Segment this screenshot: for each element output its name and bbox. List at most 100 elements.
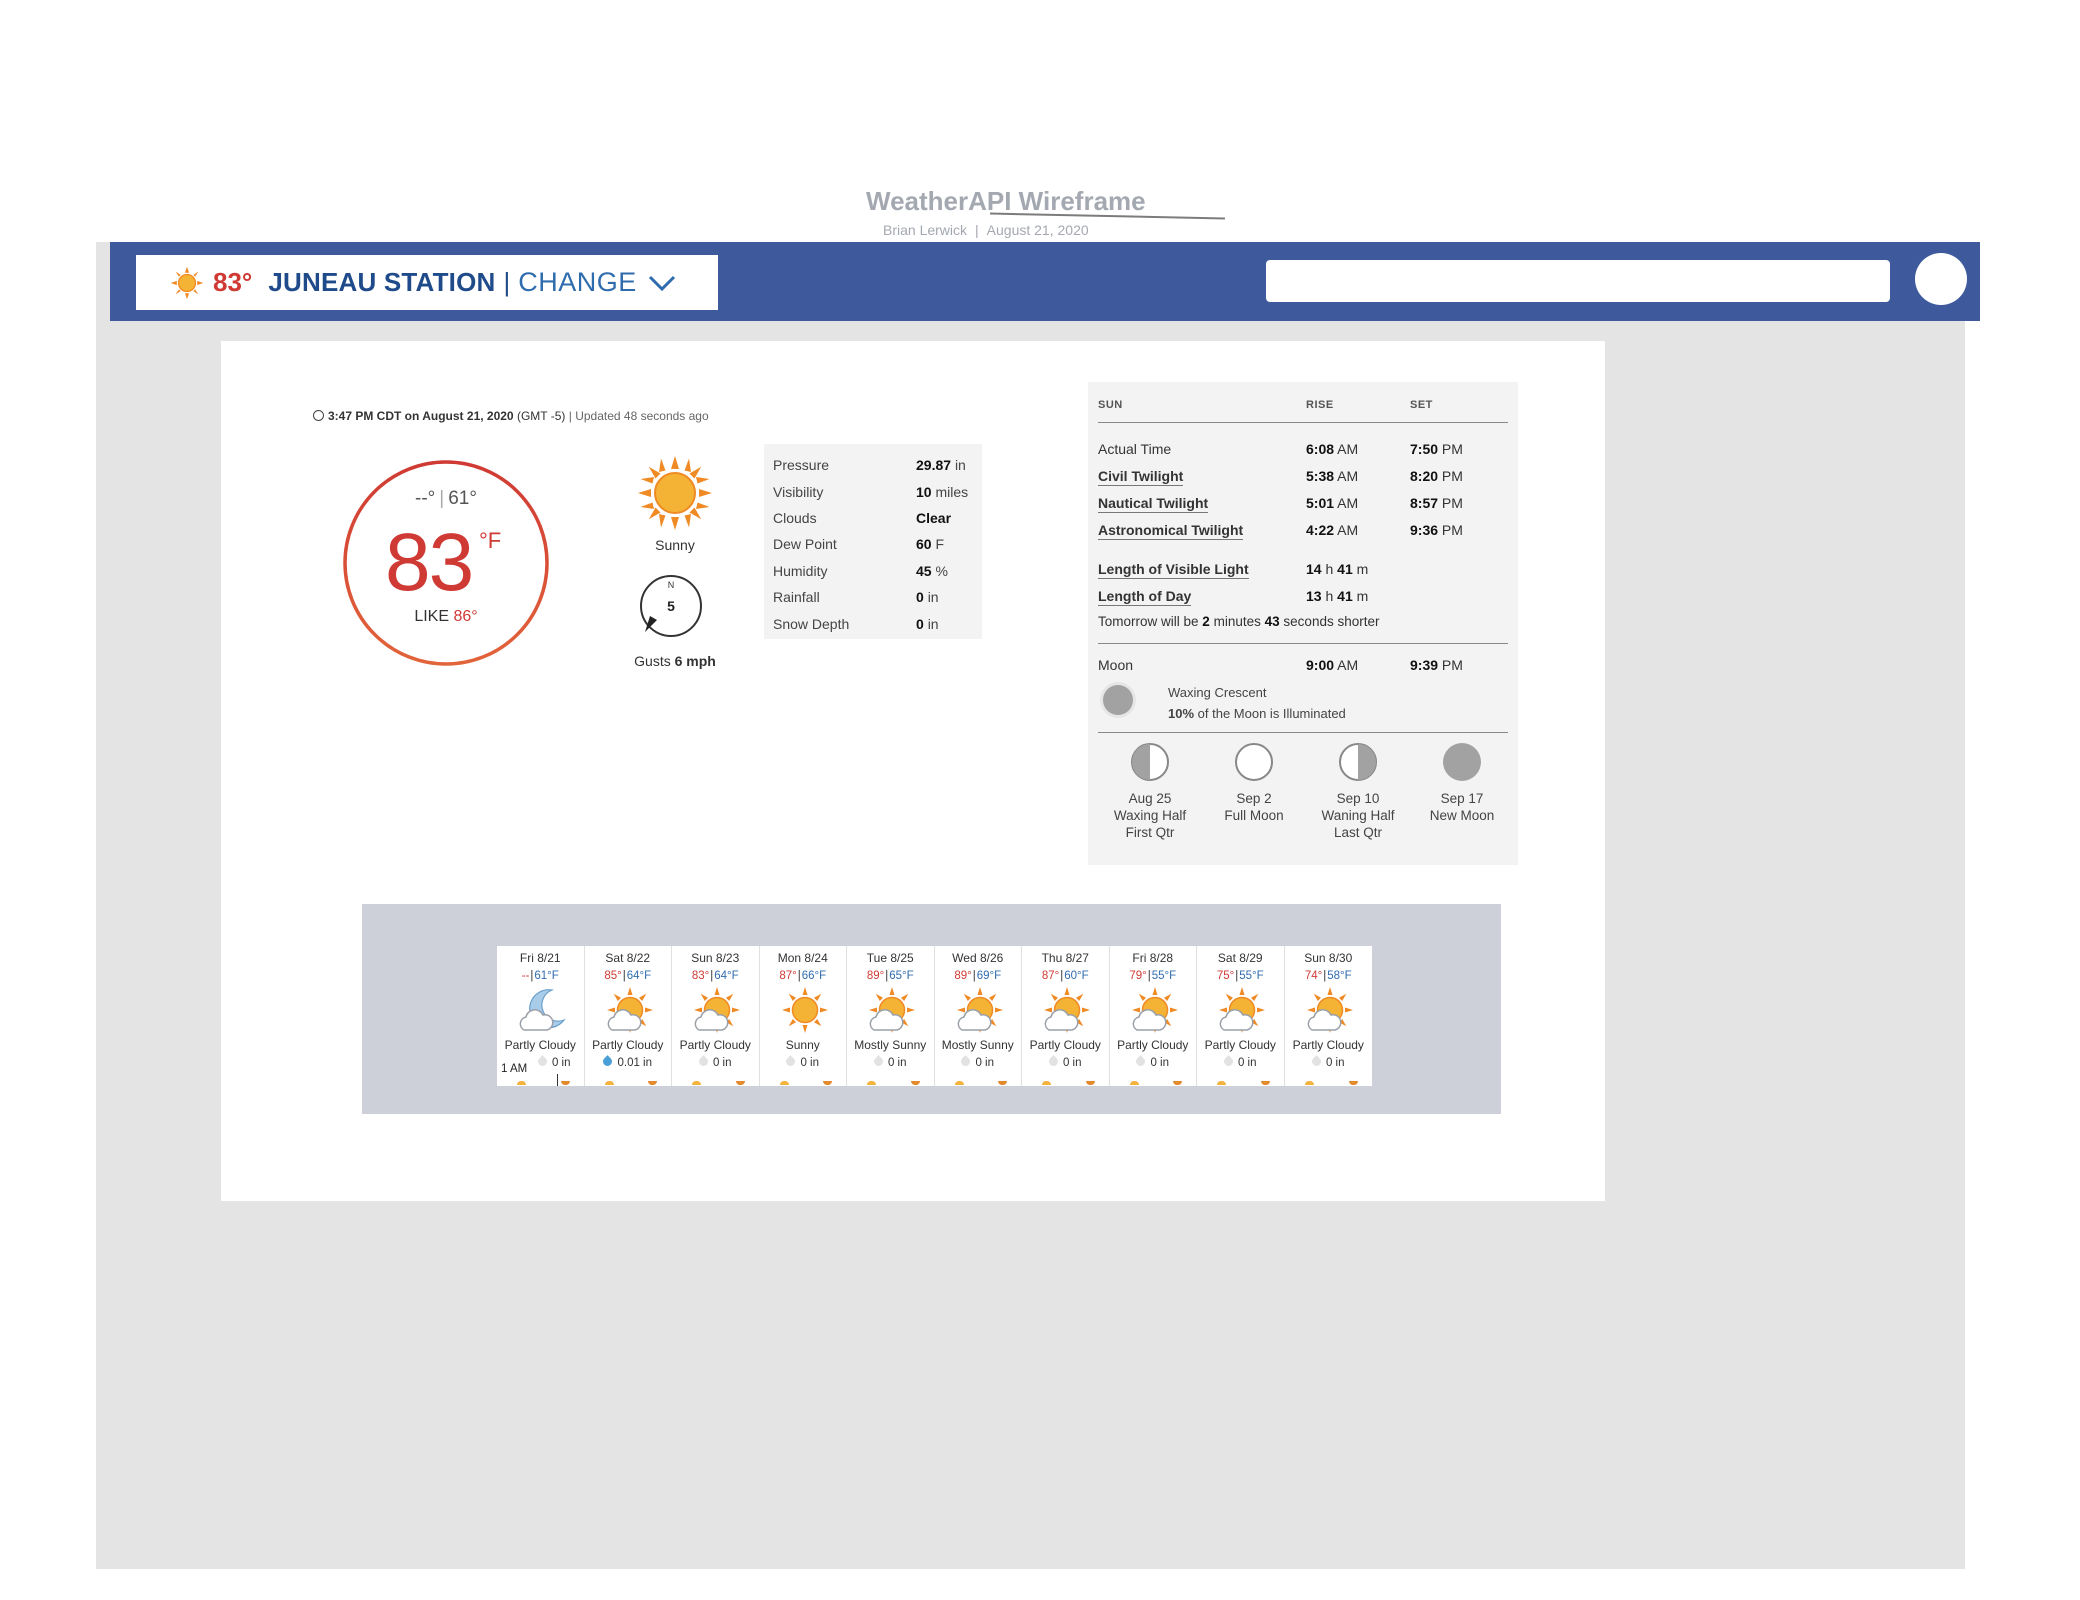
current-temp: 83 [385,517,474,608]
sunrise-sunset-markers [768,1079,839,1085]
sunrise-icon [604,1081,614,1085]
forecast-day[interactable]: Thu 8/27 87°|60°F Partly Cloudy 0 in [1022,946,1110,1086]
forecast-day[interactable]: Sun 8/30 74°|58°F Partly Cloudy 0 in [1285,946,1373,1086]
forecast-temps: 83°|64°F [691,970,739,982]
sunrise-icon [517,1081,526,1085]
clock-icon [313,410,324,421]
forecast-day[interactable]: Mon 8/24 87°|66°F Sunny 0 in [760,946,847,1086]
forecast-precip: 0 in [497,1055,584,1069]
top-navbar: 83° JUNEAU STATION | CHANGE [110,242,1980,321]
timezone: (GMT -5) [516,409,566,423]
sunrise-icon [692,1081,701,1085]
temp-unit: °F [479,528,502,553]
raindrop-icon [1222,1055,1235,1068]
stat-row: Snow Depth 0 in [773,615,939,632]
observation-timestamp: 3:47 PM CDT on August 21, 2020 (GMT -5) … [313,409,709,423]
forecast-day-name: Sat 8/22 [605,951,651,965]
forecast-day[interactable]: Sat 8/22 85°|64°F Partly Cloudy 0.01 in [585,946,672,1086]
wireframe-author: Brian Lerwick [883,222,968,238]
sun-icon [170,266,204,299]
forecast-condition: Partly Cloudy [679,1038,751,1052]
divider [1098,643,1508,644]
hour-label: 1 AM [501,1063,528,1075]
raindrop-icon [1134,1055,1148,1068]
sun-row-nautical: Nautical Twilight 5:01 AM 8:57 PM [1098,495,1463,513]
sun-row-actual: Actual Time 6:08 AM 7:50 PM [1098,441,1463,457]
wireframe-date: August 21, 2020 [986,222,1089,238]
sunset-icon [1260,1081,1270,1085]
forecast-temps: 79°|55°F [1129,970,1177,982]
forecast-temps: --|61°F [521,970,559,982]
sun-moon-panel: SUN RISE SET Actual Time 6:08 AM 7:50 PM… [1088,382,1518,865]
station-selector[interactable]: 83° JUNEAU STATION | CHANGE [136,255,718,310]
forecast-temps: 75°|55°F [1216,970,1264,982]
raindrop-icon [536,1055,549,1068]
observation-time: 3:47 PM CDT on August 21, 2020 [328,409,514,423]
forecast-section: Fri 8/21 --|61°F Partly Cloudy 0 in 1 AM Sat … [362,904,1501,1114]
stat-row: Visibility 10 miles [773,483,969,500]
sunrise-icon [1217,1081,1226,1085]
sunrise-sunset-markers [1118,1079,1189,1085]
forecast-condition: Mostly Sunny [854,1038,927,1052]
forecast-day[interactable]: Tue 8/25 89°|65°F Mostly Sunny 0 in [847,946,935,1086]
forecast-temps: 87°|66°F [779,970,827,982]
forecast-day[interactable]: Sun 8/23 83°|64°F Partly Cloudy 0 in [672,946,760,1086]
forecast-low: 65°F [889,970,914,982]
moon-phase-new: Sep 17 New Moon [1410,742,1514,824]
chevron-down-icon[interactable] [647,272,677,294]
forecast-day[interactable]: Fri 8/28 79°|55°F Partly Cloudy 0 in [1110,946,1197,1086]
sunrise-icon [1042,1081,1051,1085]
search-input[interactable] [1266,260,1890,302]
forecast-day-name: Thu 8/27 [1041,951,1089,965]
half-moon-icon [1131,743,1169,781]
forecast-condition: Mostly Sunny [941,1038,1014,1052]
day-length-row: Length of Day 13 h 41 m [1098,588,1369,606]
conditions-table: Pressure 29.87 in Visibility 10 miles Clou… [764,444,982,639]
sunset-icon [648,1081,657,1085]
forecast-day[interactable]: Sat 8/29 75°|55°F Partly Cloudy 0 in [1197,946,1285,1086]
sunrise-icon [1304,1081,1314,1085]
moon-phase-first-quarter: Aug 25 Waxing Half First Qtr [1098,742,1202,841]
forecast-low: 55°F [1239,970,1264,982]
current-hour-marker[interactable] [557,1074,558,1086]
stat-row: Rainfall 0 in [773,589,939,606]
forecast-temps: 74°|58°F [1304,970,1352,982]
forecast-low: 60°F [1064,970,1089,982]
forecast-day-name: Tue 8/25 [866,951,914,965]
change-station-button[interactable]: CHANGE [518,267,637,297]
sun-row-astronomical: Astronomical Twilight 4:22 AM 9:36 PM [1098,522,1463,540]
raindrop-icon [1047,1055,1060,1068]
current-temp-dial: --° | 61° 83 °F LIKE 86° [341,458,551,668]
forecast-condition: Partly Cloudy [504,1038,576,1052]
forecast-precip: 0 in [1022,1055,1109,1069]
forecast-high: 85° [604,970,622,982]
forecast-day-name: Sun 8/30 [1304,951,1353,965]
forecast-day[interactable]: Fri 8/21 --|61°F Partly Cloudy 0 in 1 AM [497,946,585,1086]
forecast-day-name: Sun 8/23 [691,951,740,965]
full-moon-icon [1235,743,1273,781]
wireframe-title: WeatherAPI Wireframe [866,186,1146,216]
sunrise-icon [779,1081,789,1085]
forecast-day[interactable]: Wed 8/26 89°|69°F Mostly Sunny 0 in [935,946,1022,1086]
sun-cloud-icon [1219,987,1265,1033]
feels-like-value: 86° [453,608,478,625]
stat-row: Dew Point 60 F [773,536,945,553]
moon-phase-name: Waxing Crescent [1168,685,1267,700]
forecast-condition: Partly Cloudy [1204,1038,1276,1052]
temp-low: 61° [448,488,477,509]
half-moon-icon [1339,743,1377,781]
sun-cloud-icon [956,987,1003,1033]
avatar[interactable] [1915,253,1967,305]
sun-cloud-icon [869,987,915,1033]
forecast-precip: 0 in [1197,1055,1284,1069]
forecast-day-name: Fri 8/21 [519,951,561,965]
wind-speed: 5 [667,598,675,614]
sun-cloud-icon [694,987,740,1033]
forecast-low: 55°F [1151,970,1177,982]
sunrise-sunset-markers [1293,1079,1365,1085]
moon-phases: Aug 25 Waxing Half First Qtr Sep 2 Full … [1098,742,1508,852]
forecast-precip: 0 in [672,1055,759,1069]
forecast-precip: 0 in [935,1055,1022,1069]
sunrise-icon [1129,1081,1139,1085]
main-panel: 3:47 PM CDT on August 21, 2020 (GMT -5) … [221,341,1605,1201]
